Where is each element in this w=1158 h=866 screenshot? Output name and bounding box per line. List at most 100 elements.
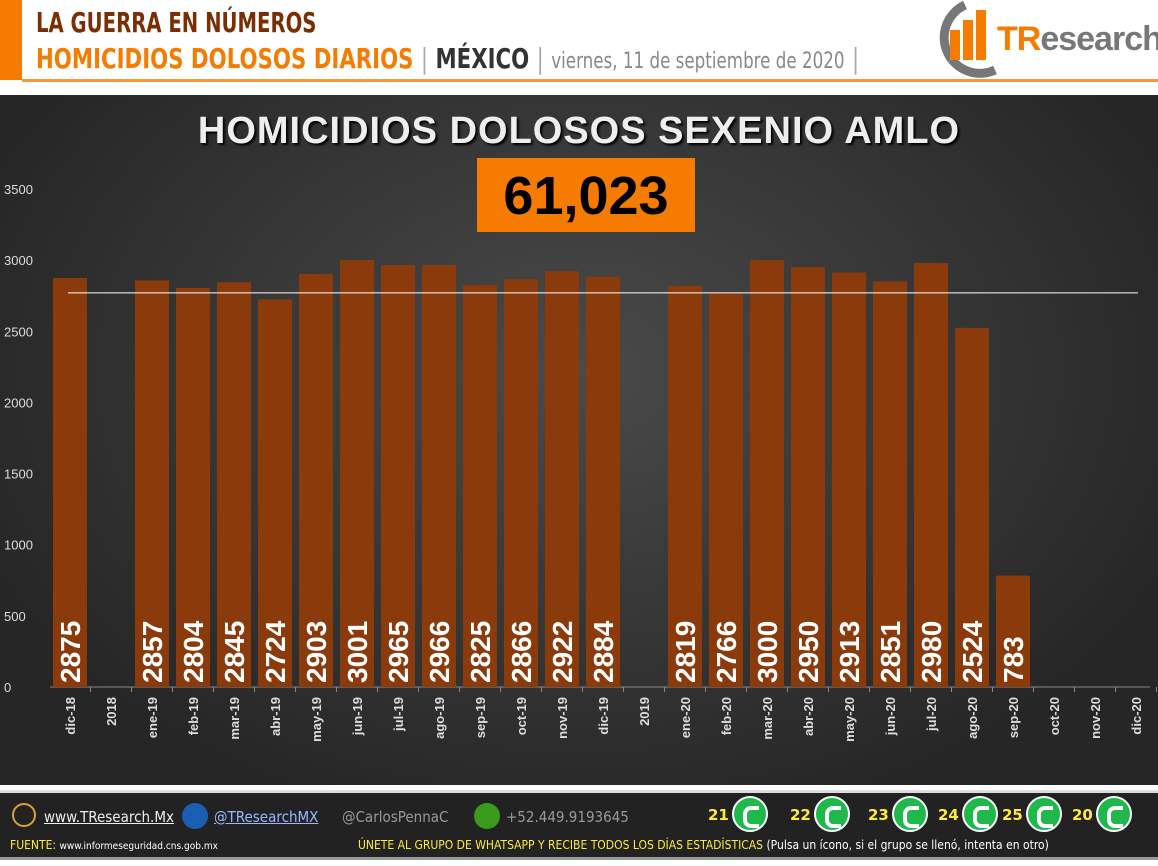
- bar: [586, 276, 620, 687]
- x-tick-label: ago-20: [965, 697, 980, 739]
- accent-bar: [0, 0, 22, 80]
- twitter-icon: [182, 803, 208, 829]
- separator: |: [851, 42, 860, 75]
- bar: [709, 293, 743, 687]
- bar: [217, 282, 251, 687]
- y-tick-label: 3000: [4, 253, 33, 268]
- x-tick-label: ago-19: [432, 697, 447, 739]
- whatsapp-cta: ÚNETE AL GRUPO DE WHATSAPP Y RECIBE TODO…: [358, 838, 764, 852]
- whatsapp-group-number: 22: [790, 806, 811, 824]
- bar: [996, 575, 1030, 687]
- x-tick-label: feb-20: [719, 697, 734, 735]
- x-tick-label: oct-19: [514, 697, 529, 735]
- x-tick-label: may-20: [842, 697, 857, 742]
- bar: [873, 281, 907, 687]
- whatsapp-icon[interactable]: [814, 796, 850, 832]
- whatsapp-icon[interactable]: [892, 796, 928, 832]
- y-tick-label: 500: [4, 609, 26, 624]
- x-tick-label: oct-20: [1047, 697, 1062, 735]
- x-tick-label: jun-19: [350, 697, 365, 736]
- bar-chart: 0 500 1000 1500 2000 2500 3000 3500 2875 dic-18 20…: [4, 182, 1157, 742]
- data-label: 2875: [55, 621, 86, 683]
- data-label: 2950: [793, 621, 824, 683]
- bar: [422, 264, 456, 687]
- logo-text-b: esearch: [1040, 20, 1158, 58]
- separator: |: [536, 42, 544, 75]
- x-tick-label: abr-20: [801, 697, 816, 736]
- x-tick-label: may-19: [309, 697, 324, 742]
- whatsapp-icon[interactable]: [1026, 796, 1062, 832]
- x-tick-label: jun-20: [883, 697, 898, 736]
- date: viernes, 11 de septiembre de 2020: [551, 49, 845, 74]
- data-label: 2825: [465, 621, 496, 683]
- total-value: 61,023: [477, 158, 695, 232]
- whatsapp-group-number: 21: [708, 806, 729, 824]
- bar: [299, 273, 333, 687]
- bar: [504, 279, 538, 687]
- data-label: 2851: [875, 621, 906, 683]
- bar: [340, 260, 374, 687]
- data-label: 2845: [219, 621, 250, 683]
- y-tick-label: 2000: [4, 395, 33, 410]
- x-tick-label: dic-18: [63, 697, 78, 735]
- header-line2: HOMICIDIOS DOLOSOS DIARIOS | MÉXICO | vi…: [36, 42, 859, 75]
- whatsapp-group-number: 24: [938, 806, 959, 824]
- website-link[interactable]: www.TResearch.Mx: [44, 808, 174, 826]
- whatsapp-icon[interactable]: [962, 796, 998, 832]
- x-tick-label: ene-20: [678, 697, 693, 738]
- y-tick-label: 0: [4, 680, 11, 695]
- whatsapp-icon[interactable]: [1096, 796, 1132, 832]
- data-label: 2819: [670, 621, 701, 683]
- bar: [545, 271, 579, 687]
- data-label: 2965: [383, 621, 414, 683]
- x-tick-label: jul-20: [924, 697, 939, 732]
- bar: [176, 288, 210, 687]
- bar: [750, 260, 784, 687]
- bar: [955, 327, 989, 687]
- country: MÉXICO: [435, 42, 530, 75]
- data-label: 2766: [711, 621, 742, 683]
- bar: [135, 280, 169, 687]
- logo-swoosh-icon: [939, 0, 997, 78]
- data-label: 2980: [916, 621, 947, 683]
- data-label: 2724: [260, 620, 291, 683]
- tresearch-logo: TResearch: [925, 0, 1158, 80]
- subtitle: HOMICIDIOS DOLOSOS DIARIOS: [36, 42, 414, 75]
- globe-icon: [12, 803, 36, 827]
- x-tick-label: sep-20: [1006, 697, 1021, 738]
- phone-number: +52.449.9193645: [506, 808, 629, 826]
- bar: [258, 299, 292, 687]
- phone-icon: [474, 803, 500, 829]
- bar: [791, 267, 825, 687]
- source-label: FUENTE:: [10, 838, 57, 852]
- whatsapp-group-number: 25: [1002, 806, 1023, 824]
- whatsapp-icon[interactable]: [732, 796, 768, 832]
- data-label: 2922: [547, 621, 578, 683]
- data-label: 2866: [506, 621, 537, 683]
- data-label: 2913: [834, 621, 865, 683]
- bar: [832, 272, 866, 687]
- x-tick-label: dic-20: [1129, 697, 1144, 735]
- twitter-link[interactable]: @TResearchMX: [214, 808, 319, 826]
- data-label: 3000: [752, 621, 783, 683]
- data-label: 2966: [424, 621, 455, 683]
- data-label: 783: [998, 636, 1029, 683]
- bar: [914, 262, 948, 687]
- x-tick-label: nov-20: [1088, 697, 1103, 739]
- x-tick-label: feb-19: [186, 697, 201, 735]
- separator: |: [420, 42, 429, 75]
- user-handle: @CarlosPennaC: [342, 808, 449, 826]
- bar: [381, 265, 415, 687]
- y-tick-label: 1500: [4, 467, 33, 482]
- y-tick-label: 1000: [4, 538, 33, 553]
- y-tick-label: 3500: [4, 182, 33, 197]
- bar: [53, 277, 87, 687]
- y-tick-label: 2500: [4, 324, 33, 339]
- x-tick-label: ene-19: [145, 697, 160, 738]
- cta-note: (Pulsa un ícono, si el grupo se llenó, i…: [766, 838, 1049, 852]
- header-divider: [22, 79, 1158, 82]
- data-label: 2524: [957, 620, 988, 683]
- data-label: 2884: [588, 620, 619, 683]
- data-label: 2804: [178, 620, 209, 683]
- data-label: 2857: [137, 621, 168, 683]
